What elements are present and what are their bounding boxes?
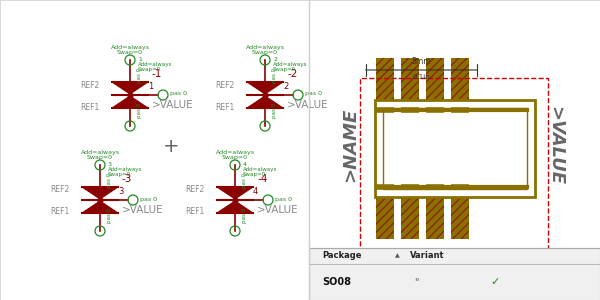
- Text: 4: 4: [253, 187, 258, 196]
- Polygon shape: [247, 96, 283, 108]
- Bar: [401, 58, 419, 110]
- Bar: [376, 187, 394, 239]
- Text: ▲: ▲: [395, 254, 400, 259]
- Text: REF2: REF2: [185, 185, 204, 194]
- Bar: [375, 100, 535, 197]
- Text: Package: Package: [322, 251, 361, 260]
- Bar: [401, 187, 419, 239]
- Polygon shape: [217, 201, 253, 213]
- Text: >VALUE: >VALUE: [122, 205, 164, 215]
- Text: 1: 1: [148, 82, 153, 91]
- Text: Swap=0: Swap=0: [243, 172, 266, 177]
- Text: Swap=0: Swap=0: [252, 50, 278, 55]
- Text: 2: 2: [283, 82, 288, 91]
- Text: Swap=0: Swap=0: [273, 67, 296, 72]
- Polygon shape: [247, 82, 283, 94]
- Text: Swap=0: Swap=0: [117, 50, 143, 55]
- Bar: [426, 187, 444, 239]
- Text: Add=always: Add=always: [80, 150, 119, 155]
- Text: 0.1in: 0.1in: [413, 74, 430, 80]
- Text: Swap=0: Swap=0: [222, 155, 248, 160]
- Text: >VALUE: >VALUE: [257, 205, 299, 215]
- Polygon shape: [217, 187, 253, 199]
- Bar: [426, 58, 444, 110]
- Text: pas 0: pas 0: [242, 173, 247, 188]
- Text: ✓: ✓: [490, 277, 499, 287]
- Text: pas 0: pas 0: [275, 196, 292, 202]
- Bar: [401, 187, 419, 239]
- Text: 4: 4: [243, 162, 247, 167]
- Text: REF1: REF1: [80, 103, 99, 112]
- Text: REF1: REF1: [50, 208, 69, 217]
- Text: Add=always: Add=always: [108, 167, 142, 172]
- Text: pas 0: pas 0: [107, 208, 112, 223]
- Text: 3: 3: [118, 187, 124, 196]
- Text: REF1: REF1: [215, 103, 234, 112]
- Text: 2: 2: [273, 57, 277, 62]
- Text: Swap=0: Swap=0: [138, 67, 161, 72]
- Text: Swap=0: Swap=0: [108, 172, 131, 177]
- Bar: [309, 248, 600, 300]
- Text: -1: -1: [152, 69, 163, 79]
- Text: 1: 1: [138, 57, 142, 62]
- Text: Variant: Variant: [410, 251, 445, 260]
- Text: -4: -4: [257, 174, 268, 184]
- Text: REF2: REF2: [50, 185, 69, 194]
- Text: REF1: REF1: [185, 208, 204, 217]
- Text: pas 0: pas 0: [107, 173, 112, 188]
- Polygon shape: [112, 82, 148, 94]
- Bar: [451, 58, 469, 110]
- Bar: [426, 187, 444, 239]
- Bar: [376, 187, 394, 239]
- Polygon shape: [82, 187, 118, 199]
- Text: 3: 3: [108, 162, 112, 167]
- Text: Add=always: Add=always: [243, 167, 277, 172]
- Text: >VALUE: >VALUE: [287, 100, 329, 110]
- Text: 5mm: 5mm: [412, 57, 431, 66]
- Text: pas 0: pas 0: [140, 196, 157, 202]
- Bar: [401, 58, 419, 110]
- Text: pas 0: pas 0: [137, 103, 142, 118]
- Text: Add=always: Add=always: [215, 150, 254, 155]
- Text: pas 0: pas 0: [242, 208, 247, 223]
- Text: >NAME: >NAME: [341, 108, 359, 182]
- Text: REF2: REF2: [215, 80, 234, 89]
- Text: pas 0: pas 0: [305, 92, 322, 97]
- Bar: [426, 58, 444, 110]
- Text: >VALUE: >VALUE: [152, 100, 194, 110]
- Bar: [376, 58, 394, 110]
- Bar: [309, 0, 600, 300]
- Text: pas 0: pas 0: [272, 68, 277, 83]
- Text: -3: -3: [122, 174, 133, 184]
- Polygon shape: [112, 96, 148, 108]
- Text: >VALUE: >VALUE: [546, 106, 564, 184]
- Bar: [0, 0, 309, 300]
- Text: pas 0: pas 0: [170, 92, 187, 97]
- Polygon shape: [82, 201, 118, 213]
- Bar: [360, 78, 548, 268]
- Bar: [383, 108, 527, 189]
- Text: Add=always: Add=always: [110, 45, 149, 50]
- Text: Add=always: Add=always: [138, 62, 172, 67]
- Text: pas 0: pas 0: [272, 103, 277, 118]
- Text: Swap=0: Swap=0: [87, 155, 113, 160]
- Text: pas 0: pas 0: [137, 68, 142, 83]
- Text: -2: -2: [287, 69, 298, 79]
- Text: Add=always: Add=always: [245, 45, 284, 50]
- Bar: [451, 58, 469, 110]
- Bar: [451, 187, 469, 239]
- Text: ": ": [414, 277, 419, 287]
- Bar: [376, 58, 394, 110]
- Text: +: +: [163, 137, 179, 157]
- Bar: [451, 187, 469, 239]
- Text: SO08: SO08: [322, 277, 351, 287]
- Text: Add=always: Add=always: [273, 62, 307, 67]
- Text: REF2: REF2: [80, 80, 99, 89]
